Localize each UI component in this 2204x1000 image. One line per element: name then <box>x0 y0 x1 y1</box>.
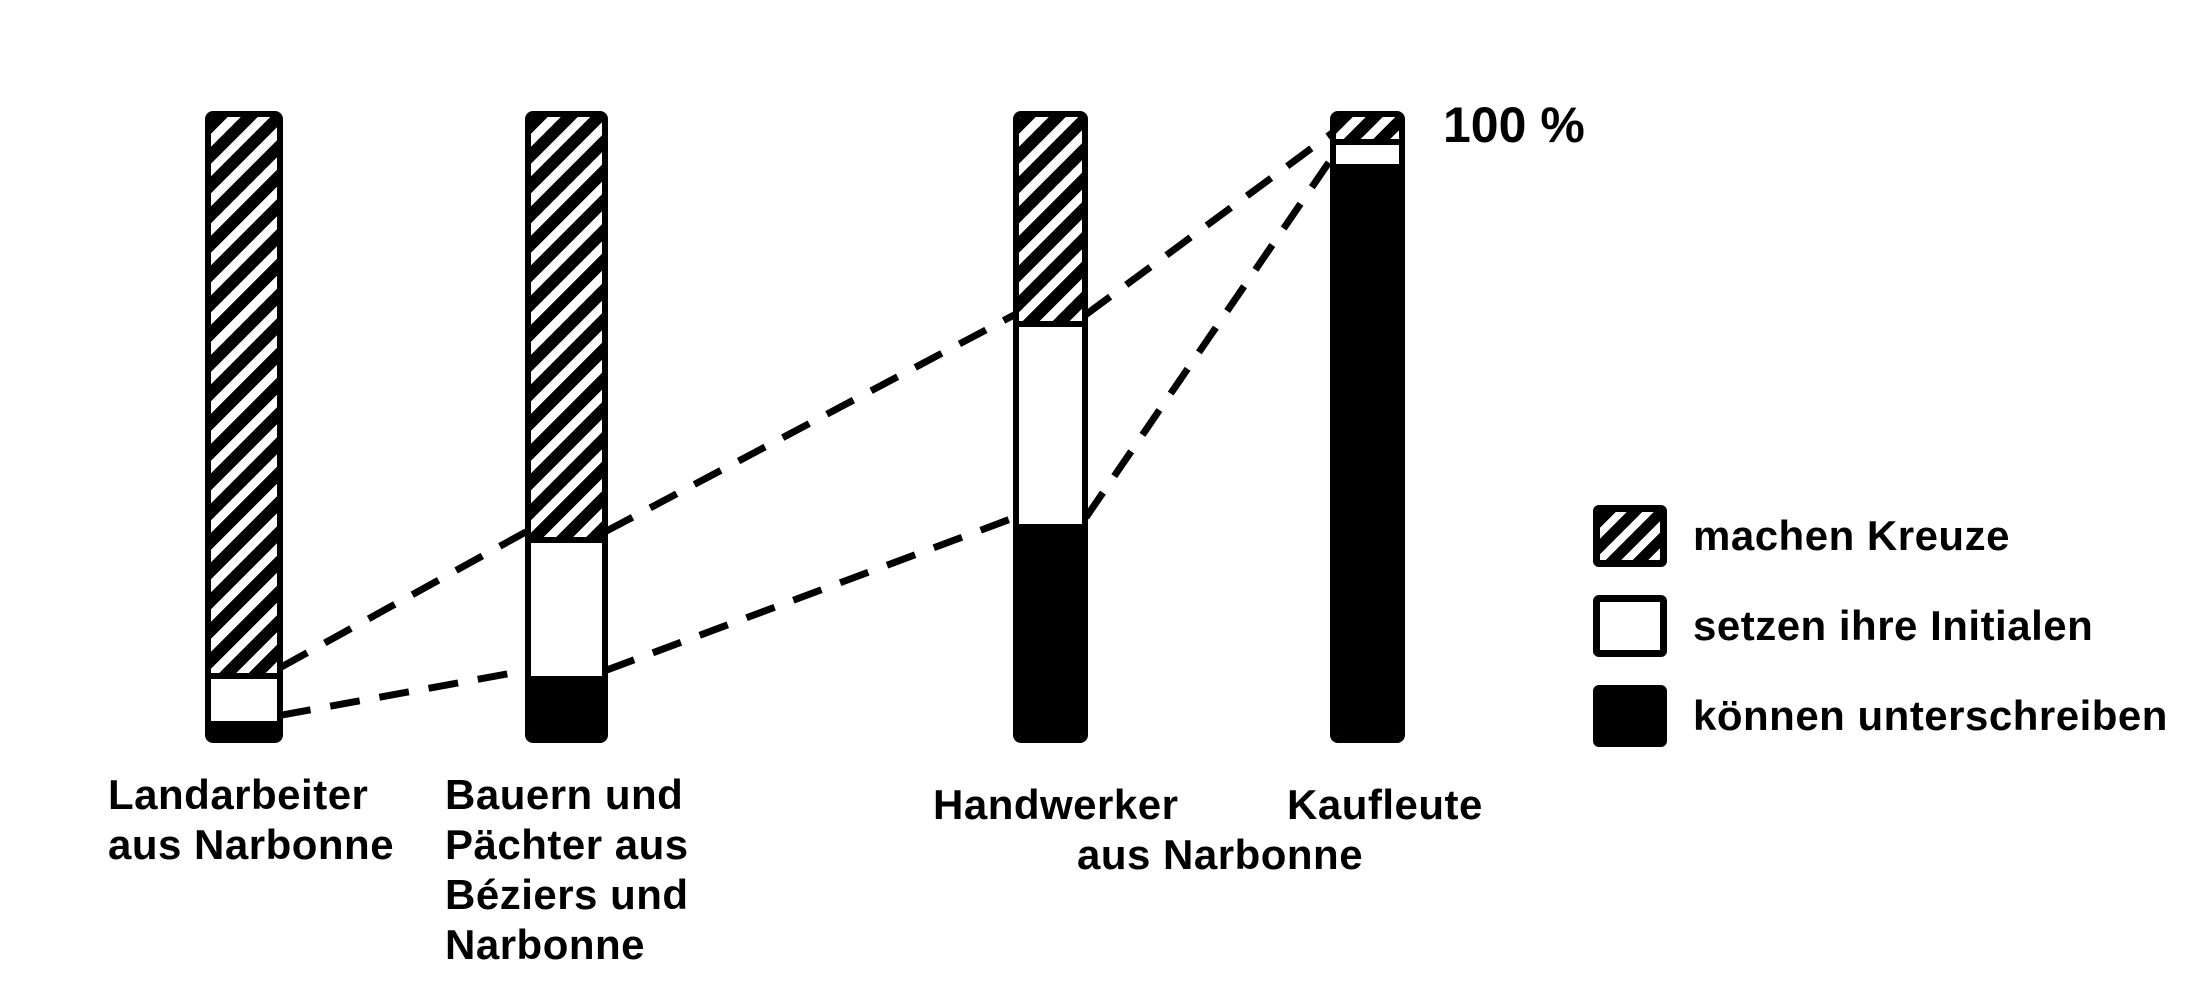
legend-swatch-black-icon <box>1593 685 1667 747</box>
category-label-line: Narbonne <box>445 921 646 968</box>
legend-label-machen-kreuze: machen Kreuze <box>1693 512 2010 559</box>
category-label-handwerker: Handwerker aus Narbonne <box>933 780 1363 880</box>
segment-setzen-ihre-initialen-landarbeiter <box>211 673 277 721</box>
segment-setzen-ihre-initialen-kaufleute <box>1336 139 1399 164</box>
bar-bauern-paechter <box>525 111 608 743</box>
legend-swatch-white-icon <box>1593 595 1667 657</box>
connector-upper-1 <box>279 528 529 671</box>
category-label-line: aus Narbonne <box>1077 831 1364 878</box>
legend-swatch-hatched-icon <box>1593 505 1667 567</box>
segment-machen-kreuze-bauern-paechter <box>531 117 602 537</box>
category-label-line: Kaufleute <box>1287 781 1483 828</box>
connector-lower-1 <box>280 666 528 719</box>
segment-koennen-unterschreiben-kaufleute <box>1336 164 1399 737</box>
segment-koennen-unterschreiben-handwerker <box>1019 524 1082 737</box>
category-label-line: Landarbeiter <box>108 771 369 818</box>
segment-machen-kreuze-handwerker <box>1019 117 1082 321</box>
legend-item-setzen-ihre-initialen: setzen ihre Initialen <box>1593 595 2168 657</box>
annotation-100-percent: 100 % <box>1443 97 1585 153</box>
legend-item-machen-kreuze: machen Kreuze <box>1593 505 2168 567</box>
connector-upper-2 <box>604 311 1017 535</box>
segment-koennen-unterschreiben-bauern-paechter <box>531 676 602 737</box>
segment-setzen-ihre-initialen-bauern-paechter <box>531 537 602 676</box>
connector-lower-3 <box>1083 155 1335 520</box>
legend-label-koennen-unterschreiben: können unterschreiben <box>1693 692 2168 739</box>
category-label-line: Pächter aus <box>445 821 689 868</box>
bar-handwerker <box>1013 111 1088 743</box>
segment-setzen-ihre-initialen-handwerker <box>1019 321 1082 524</box>
segment-machen-kreuze-kaufleute <box>1336 117 1399 139</box>
bar-landarbeiter <box>205 111 283 743</box>
legend: machen Kreuze setzen ihre Initialen können… <box>1593 505 2168 775</box>
legend-item-koennen-unterschreiben: können unterschreiben <box>1593 685 2168 747</box>
category-label-landarbeiter: Landarbeiter aus Narbonne <box>108 770 394 870</box>
bar-kaufleute <box>1330 111 1405 743</box>
category-label-line: Béziers und <box>445 871 689 918</box>
segment-machen-kreuze-landarbeiter <box>211 117 277 673</box>
segment-koennen-unterschreiben-landarbeiter <box>211 721 277 737</box>
category-label-line: aus Narbonne <box>108 821 395 868</box>
connector-upper-3 <box>1083 130 1335 318</box>
category-label-line: Handwerker <box>933 781 1179 828</box>
category-label-kaufleute: Kaufleute <box>1287 780 1483 830</box>
legend-label-setzen-ihre-initialen: setzen ihre Initialen <box>1693 602 2094 649</box>
category-label-line: Bauern und <box>445 771 684 818</box>
connector-lower-2 <box>604 514 1017 674</box>
category-label-bauern-paechter: Bauern und Pächter aus Béziers und Narbonne <box>445 770 689 970</box>
